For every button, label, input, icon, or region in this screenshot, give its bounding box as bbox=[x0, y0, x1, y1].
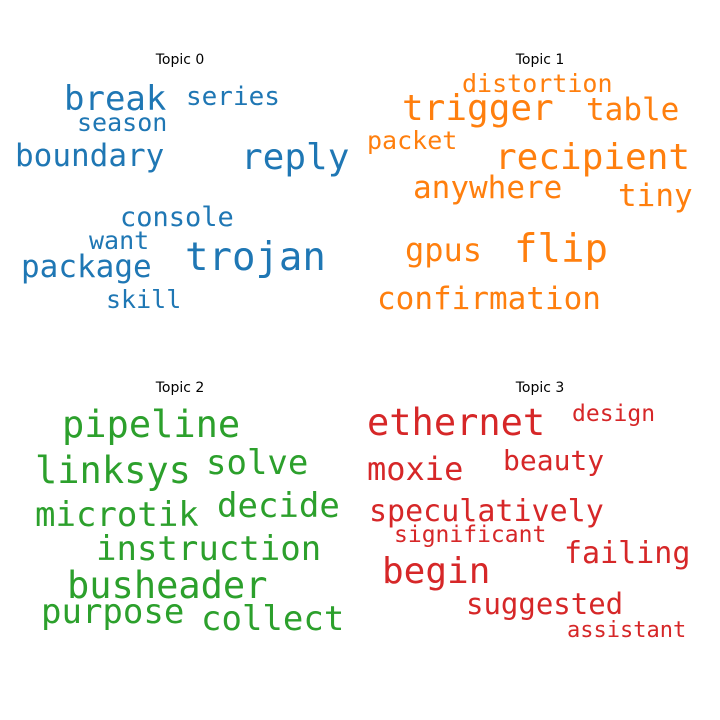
topic-3-word: suggested bbox=[466, 587, 624, 621]
topic-1-word: trigger bbox=[402, 88, 554, 129]
topic-0-word: break bbox=[64, 79, 167, 119]
topic-0-word: series bbox=[186, 82, 280, 112]
topic-0-word: reply bbox=[241, 137, 350, 178]
topic-2-title: Topic 2 bbox=[155, 380, 205, 396]
topic-1-word: recipient bbox=[495, 137, 691, 178]
topic-0-word: season bbox=[77, 108, 168, 137]
topic-3-word: failing bbox=[564, 536, 691, 571]
topic-1-word: confirmation bbox=[377, 281, 601, 317]
topic-2-panel: Topic 2 bbox=[0, 328, 360, 688]
topic-3-word: moxie bbox=[367, 450, 464, 488]
topic-3-panel: Topic 3 bbox=[360, 328, 720, 688]
topic-0-word: want bbox=[89, 226, 150, 255]
topic-3-word: ethernet bbox=[367, 401, 546, 444]
topic-2-word: pipeline bbox=[62, 403, 241, 446]
topic-3-word: begin bbox=[382, 551, 491, 592]
topic-1-panel: Topic 1 bbox=[360, 0, 720, 360]
topic-2-word: purpose bbox=[41, 592, 185, 632]
topic-2-word: decide bbox=[217, 486, 340, 526]
topic-2-word: instruction bbox=[96, 529, 322, 569]
topic-2-word: collect bbox=[201, 599, 345, 639]
topic-1-word: tiny bbox=[618, 178, 693, 214]
topic-1-word: flip bbox=[514, 227, 608, 272]
topic-3-word: beauty bbox=[503, 444, 605, 477]
topic-0-title: Topic 0 bbox=[155, 52, 205, 68]
topic-2-word: solve bbox=[206, 443, 309, 483]
topic-3-word: design bbox=[572, 401, 656, 427]
topic-0-word: package bbox=[21, 249, 152, 285]
topic-0-word: trojan bbox=[185, 235, 326, 280]
topic-3-title: Topic 3 bbox=[515, 380, 565, 396]
topic-1-word: distortion bbox=[462, 69, 613, 98]
topic-1-word: packet bbox=[367, 126, 458, 155]
topic-0-word: skill bbox=[106, 285, 182, 314]
topic-0-word: console bbox=[120, 202, 234, 233]
topic-1-word: table bbox=[586, 92, 680, 128]
topic-1-word: anywhere bbox=[413, 170, 563, 206]
topic-3-word: assistant bbox=[567, 618, 687, 643]
topic-0-panel: Topic 0 bbox=[0, 0, 360, 360]
topic-3-word: speculatively bbox=[369, 494, 604, 529]
topic-1-word: gpus bbox=[405, 231, 483, 269]
topic-3-word: significant bbox=[394, 522, 547, 548]
topic-1-title: Topic 1 bbox=[515, 52, 565, 68]
topic-2-word: microtik bbox=[35, 495, 199, 535]
topic-2-word: linksys bbox=[35, 449, 191, 492]
topic-0-word: boundary bbox=[15, 138, 165, 174]
topic-2-word: busheader bbox=[67, 564, 268, 607]
